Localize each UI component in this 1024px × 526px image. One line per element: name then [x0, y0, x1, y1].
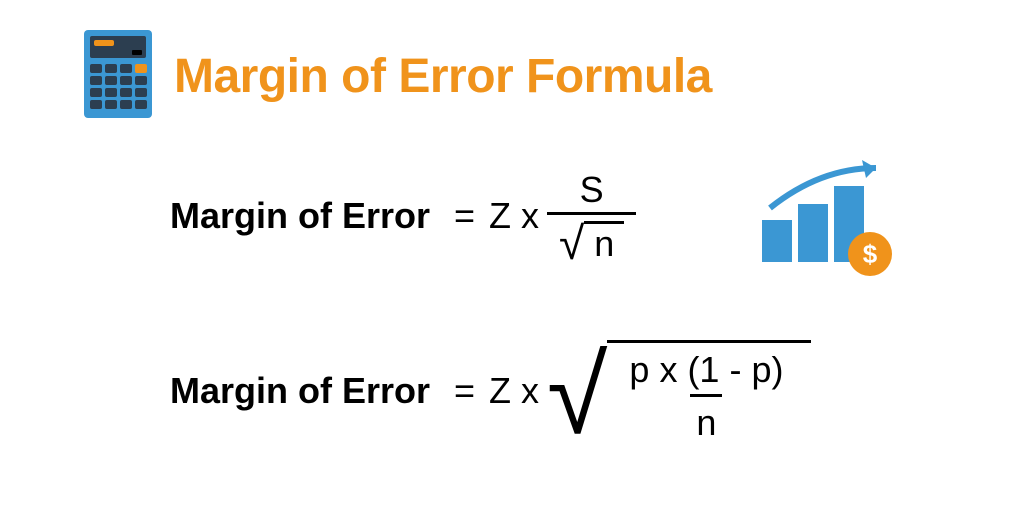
growth-chart-icon: $: [750, 158, 910, 283]
svg-text:$: $: [863, 239, 878, 269]
formula-2-z: Z x: [489, 370, 539, 412]
formula-1: Margin of Error = Z x S √ n: [170, 170, 636, 262]
formula-1-numerator: S: [568, 170, 616, 212]
formula-2: Margin of Error = Z x √ p x (1 - p) n: [170, 340, 811, 442]
radical-icon: √: [559, 225, 584, 262]
formula-2-sqrt: √ p x (1 - p) n: [547, 340, 811, 442]
formula-2-numerator: p x (1 - p): [623, 350, 789, 394]
formula-1-den-var: n: [584, 221, 624, 262]
formula-1-z: Z x: [489, 195, 539, 237]
equals-sign: =: [454, 195, 475, 237]
header: Margin of Error Formula: [80, 30, 712, 123]
equals-sign: =: [454, 370, 475, 412]
formula-1-lhs: Margin of Error: [170, 195, 430, 237]
formula-1-fraction: S √ n: [547, 170, 636, 262]
page-title: Margin of Error Formula: [174, 49, 712, 104]
calculator-icon: [80, 30, 156, 123]
formula-1-denominator: √ n: [547, 212, 636, 262]
formula-2-fraction: p x (1 - p) n: [623, 350, 789, 442]
formula-2-lhs: Margin of Error: [170, 370, 430, 412]
formula-2-denominator: n: [690, 394, 722, 443]
radical-icon: √: [547, 357, 607, 434]
